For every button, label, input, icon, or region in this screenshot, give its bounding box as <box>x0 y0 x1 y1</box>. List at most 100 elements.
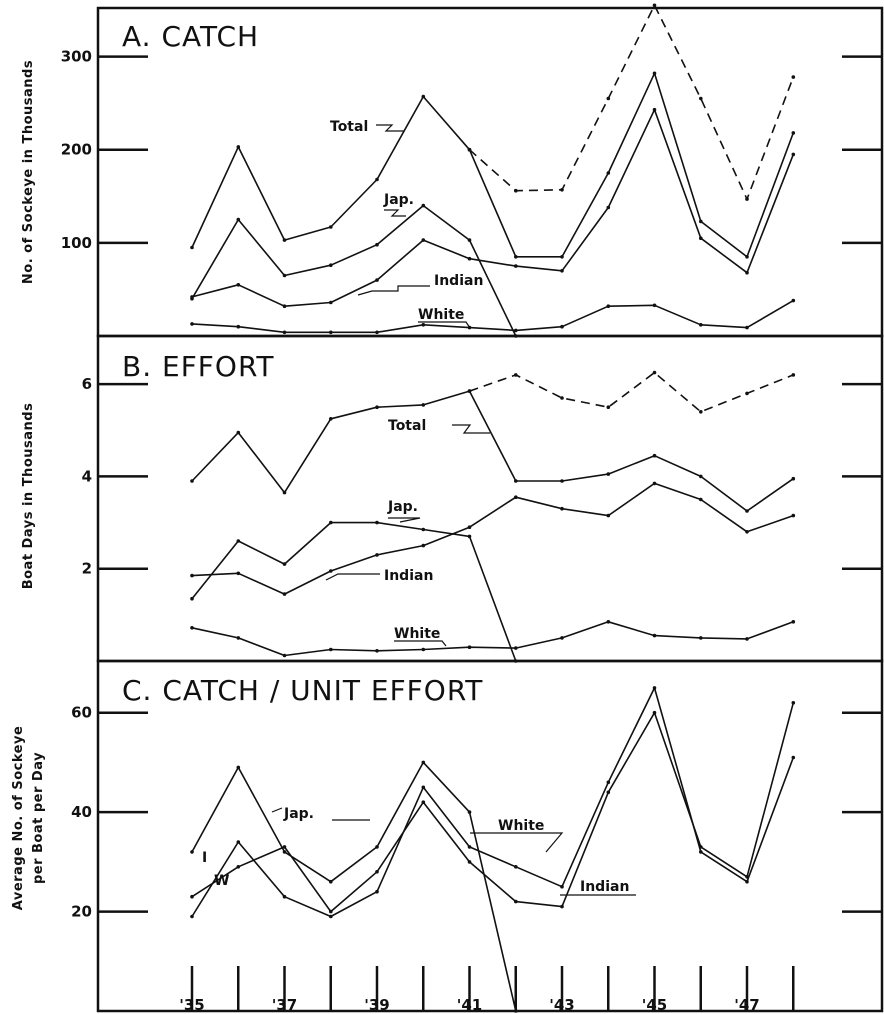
data-point-indian <box>236 283 241 287</box>
series-line-total <box>469 371 794 413</box>
data-point-total <box>236 145 241 149</box>
series-label-total: Total <box>388 418 426 434</box>
panel-c-catch-per-unit-effort: C. CATCH / UNIT EFFORT Average No. of So… <box>11 659 884 1014</box>
data-point-indian <box>236 865 241 869</box>
series-line-total <box>468 4 795 200</box>
series-label-indian: Indian <box>384 568 433 584</box>
panel-c-x-ticks: '35 '37 '39 '41 '43 '45 '47 <box>179 966 795 1014</box>
data-point-jap <box>329 520 333 525</box>
panel-a-title: A. CATCH <box>122 20 259 53</box>
data-point-white <box>699 850 703 854</box>
data-point-subtotal <box>467 147 472 152</box>
data-point-subtotal <box>699 219 703 224</box>
data-point-jap <box>375 242 379 247</box>
data-point-indian <box>606 513 611 518</box>
data-point-white <box>745 325 749 330</box>
data-point-total <box>190 245 194 250</box>
data-point-indian <box>514 899 518 904</box>
data-point-white <box>375 330 379 335</box>
y-tick-label: 20 <box>71 903 92 921</box>
y-tick-label: 6 <box>82 375 92 393</box>
data-point-white <box>190 626 194 630</box>
data-point-subtotal <box>652 453 657 458</box>
data-point-indian <box>421 543 426 548</box>
data-point-white <box>282 653 287 658</box>
panel-a-series-labels: Total Jap. Indian White <box>330 119 483 329</box>
panel-a-y-ticks: 100 200 300 <box>61 48 882 252</box>
data-point-total <box>606 96 611 101</box>
series-line-total <box>191 390 470 494</box>
panel-c-title: C. CATCH / UNIT EFFORT <box>122 674 483 707</box>
white-label-arrow <box>394 640 447 647</box>
data-point-white <box>514 865 518 869</box>
data-point-total <box>560 188 564 192</box>
data-point-white <box>560 636 564 640</box>
data-point-white <box>652 686 657 690</box>
data-point-white <box>236 840 241 844</box>
data-point-jap <box>375 845 379 849</box>
data-point-subtotal <box>514 479 518 483</box>
data-point-white <box>329 330 333 335</box>
data-point-subtotal <box>652 71 657 76</box>
data-point-white <box>652 303 657 308</box>
data-point-indian <box>514 264 518 268</box>
data-point-white <box>791 620 796 624</box>
data-point-jap <box>375 520 379 525</box>
data-point-jap <box>282 273 287 278</box>
data-point-white <box>560 884 564 889</box>
data-point-indian <box>282 304 287 309</box>
data-point-indian <box>652 710 657 715</box>
data-point-total <box>699 96 703 101</box>
data-point-indian <box>745 530 749 534</box>
data-point-white <box>421 647 426 652</box>
data-point-indian <box>791 513 796 518</box>
panel-c-series-labels: Jap. White Indian I W <box>202 806 636 896</box>
data-point-total <box>514 373 518 377</box>
data-point-indian <box>282 845 287 849</box>
y-tick-label: 100 <box>61 234 92 252</box>
data-point-white <box>699 323 703 327</box>
data-point-indian <box>560 269 564 273</box>
data-point-indian <box>467 256 472 261</box>
series-label-indian: Indian <box>434 273 483 289</box>
data-point-white <box>699 636 703 640</box>
x-tick-label: '47 <box>734 996 759 1014</box>
data-point-jap <box>421 527 426 532</box>
data-point-indian <box>791 701 796 705</box>
panel-a-catch: A. CATCH No. of Sockeye in Thousands 100… <box>21 3 884 338</box>
data-point-white <box>745 879 749 884</box>
data-point-white <box>282 894 287 899</box>
indian-label-arrow <box>325 573 380 581</box>
data-point-subtotal <box>745 509 749 513</box>
x-tick-label: '43 <box>549 996 574 1014</box>
data-point-white <box>560 324 564 329</box>
data-point-white <box>329 914 333 919</box>
data-point-white <box>652 633 657 638</box>
y-tick-label: 200 <box>61 141 92 159</box>
data-point-subtotal <box>791 131 796 135</box>
panel-b-effort: B. EFFORT Boat Days in Thousands 2 4 6 Tot… <box>21 334 884 663</box>
data-point-total <box>606 405 611 410</box>
data-point-subtotal <box>791 476 796 481</box>
series-label-indian: Indian <box>580 879 629 895</box>
data-point-jap <box>421 760 426 765</box>
panel-c-y-axis-label-line-1: Average No. of Sockeye <box>11 726 26 911</box>
jap-label-arrow <box>384 209 406 217</box>
x-tick-label: '45 <box>642 996 667 1014</box>
data-point-white <box>375 649 379 653</box>
total-label-arrow <box>376 124 404 132</box>
data-point-indian <box>236 571 241 576</box>
series-label-jap: Jap. <box>383 192 414 208</box>
data-point-total <box>190 479 194 483</box>
data-point-jap <box>236 765 241 770</box>
series-line-subtotal <box>468 390 794 512</box>
data-point-subtotal <box>467 389 472 393</box>
data-point-white <box>421 323 426 327</box>
series-label-white: White <box>394 626 440 642</box>
data-point-white <box>190 322 194 326</box>
data-point-jap <box>236 217 241 222</box>
panel-b-y-ticks: 2 4 6 <box>82 375 882 578</box>
data-point-indian <box>375 553 379 557</box>
data-point-total <box>560 396 564 400</box>
data-point-total <box>421 94 426 99</box>
